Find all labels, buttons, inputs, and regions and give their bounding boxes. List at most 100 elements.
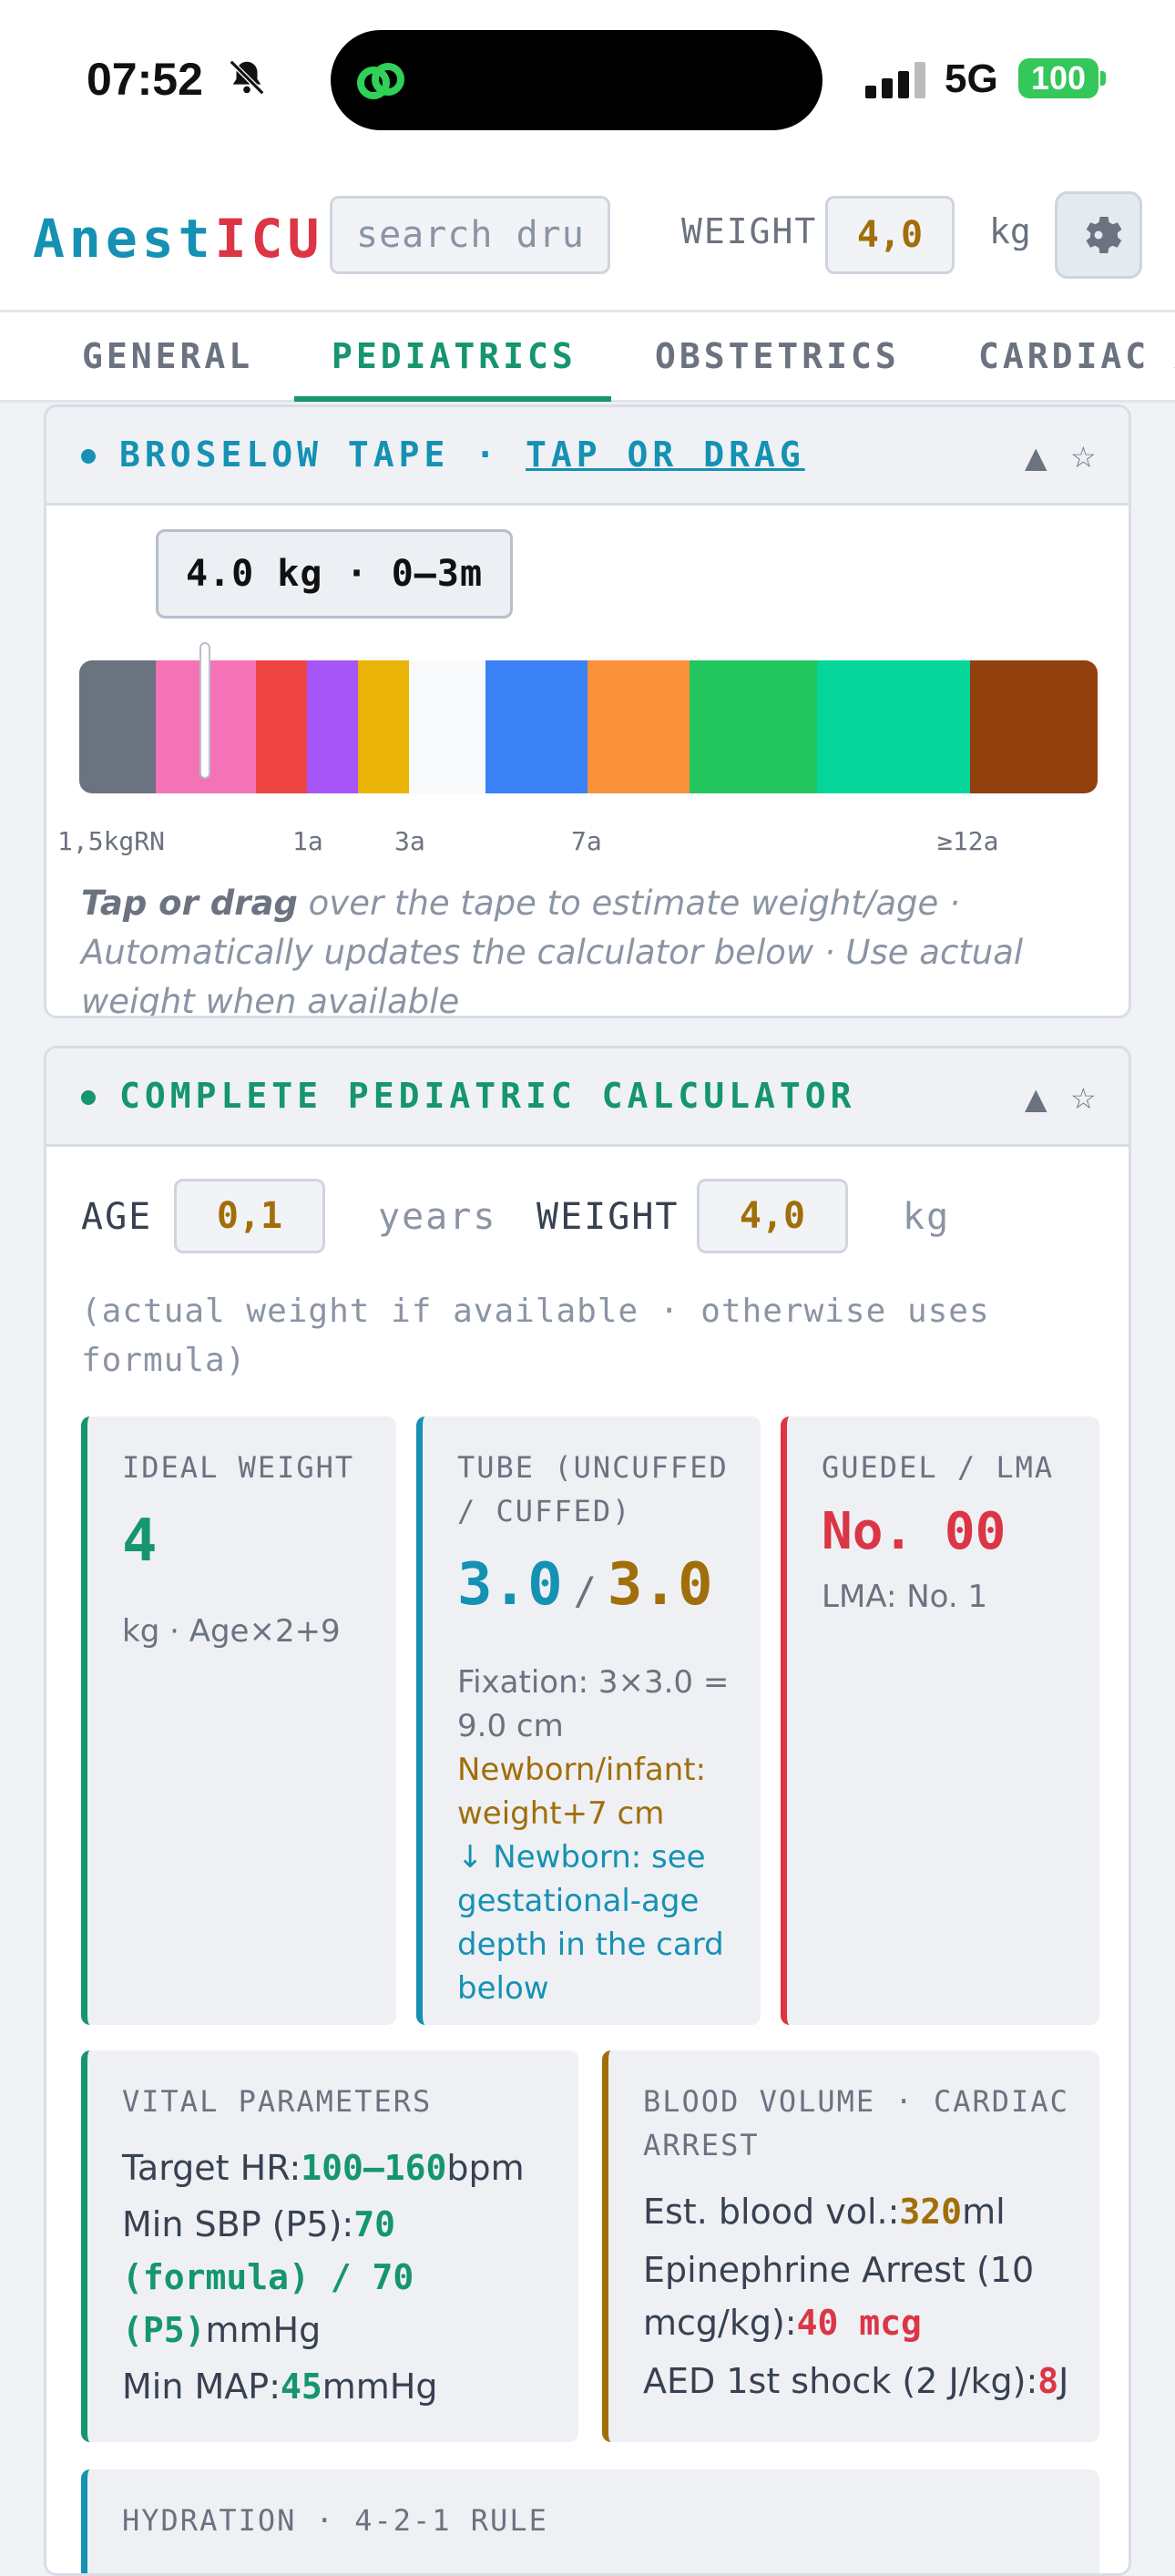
epi-value: 40 mcg (796, 2303, 922, 2343)
vital-parameters-box: VITAL PARAMETERS Target HR:100–160bpm Mi… (81, 2050, 578, 2442)
tab-pediatrics[interactable]: PEDIATRICS (332, 336, 577, 376)
gear-icon (1086, 216, 1122, 254)
tape-segment[interactable] (256, 660, 307, 793)
ebv-label: Est. blood vol.: (643, 2192, 900, 2232)
status-bar: 07:52 5G 100 (0, 0, 1175, 164)
tube-title-line-2: / CUFFED) (457, 1494, 632, 1528)
tape-segment[interactable] (817, 660, 970, 793)
tape-tick-rn: 1,5kgRN (57, 826, 166, 856)
blood-title-line-1: BLOOD VOLUME · CARDIAC (643, 2084, 1069, 2119)
tube-newborn-line-2: weight+7 cm (457, 1795, 665, 1832)
tube-see-line-1: ↓ Newborn: see (457, 1839, 706, 1876)
tape-position-marker[interactable] (199, 642, 211, 779)
sbp-unit: mmHg (205, 2310, 322, 2350)
calculator-card-header[interactable]: COMPLETE PEDIATRIC CALCULATOR ▲ ☆ (46, 1048, 1129, 1147)
signal-icon (865, 62, 925, 98)
category-tabs: GENERAL PEDIATRICS OBSTETRICS CARDIAC A (0, 310, 1175, 403)
hr-label: Target HR: (122, 2148, 301, 2188)
collapse-icon[interactable]: ▲ (1025, 440, 1047, 475)
tube-see-line-4: below (457, 1970, 549, 2007)
tube-title: TUBE (UNCUFFED / CUFFED) (457, 1446, 729, 1533)
map-unit: mmHg (322, 2366, 438, 2407)
sbp-value-2: (formula) / 70 (122, 2257, 414, 2297)
tube-newborn-rule: Newborn/infant: weight+7 cm (457, 1748, 706, 1835)
broselow-title-link[interactable]: TAP OR DRAG (526, 434, 805, 475)
collapse-icon[interactable]: ▲ (1025, 1081, 1047, 1116)
tape-segment[interactable] (588, 660, 690, 793)
battery-cap (1100, 71, 1106, 86)
blood-title-line-2: ARREST (643, 2128, 760, 2162)
tube-fixation-line-1: Fixation: 3×3.0 = (457, 1664, 730, 1701)
hydration-title: HYDRATION · 4-2-1 RULE (122, 2503, 548, 2538)
vitals-title: VITAL PARAMETERS (122, 2084, 433, 2119)
sbp-value-3: (P5) (122, 2310, 206, 2350)
tape-segment[interactable] (79, 660, 156, 793)
tube-cuffed: 3.0 (607, 1551, 713, 1619)
broselow-card-header[interactable]: BROSELOW TAPE · TAP OR DRAG ▲ ☆ (46, 407, 1129, 506)
guedel-box: GUEDEL / LMA No. 00 LMA: No. 1 (781, 1416, 1099, 2025)
sbp-label: Min SBP (P5): (122, 2204, 354, 2244)
ebv-value: 320 (899, 2192, 963, 2232)
calculator-title: COMPLETE PEDIATRIC CALCULATOR (119, 1076, 856, 1116)
tab-cardiac[interactable]: CARDIAC A (978, 336, 1175, 376)
dynamic-island (331, 30, 822, 130)
app-header: AnestICU search dru WEIGHT 4,0 kg (0, 164, 1175, 310)
tube-newborn-link[interactable]: ↓ Newborn: see gestational-age depth in th… (457, 1835, 724, 2010)
tape-segment[interactable] (690, 660, 817, 793)
age-input[interactable]: 0,1 (174, 1179, 325, 1253)
tape-tick-1a: 1a (292, 826, 323, 856)
hr-value: 100–160 (301, 2148, 447, 2188)
bell-muted-icon (229, 59, 265, 96)
tube-fixation-line-2: 9.0 cm (457, 1708, 564, 1744)
logo-part-icu: ICU (214, 208, 324, 270)
pediatric-calculator-card: COMPLETE PEDIATRIC CALCULATOR ▲ ☆ AGE 0,… (44, 1046, 1131, 2576)
star-icon[interactable]: ☆ (1070, 440, 1097, 475)
app-logo[interactable]: AnestICU (33, 208, 323, 270)
aed-unit: J (1058, 2361, 1069, 2401)
tape-segment[interactable] (358, 660, 409, 793)
tape-segment[interactable] (307, 660, 358, 793)
hydration-box: HYDRATION · 4-2-1 RULE (81, 2469, 1099, 2573)
tape-segment[interactable] (409, 660, 485, 793)
tab-general[interactable]: GENERAL (82, 336, 254, 376)
hint-bold: Tap or drag (81, 884, 298, 923)
active-tab-indicator (294, 396, 611, 402)
star-icon[interactable]: ☆ (1070, 1081, 1097, 1116)
tape-tick-3a: 3a (394, 826, 425, 856)
age-unit: years (378, 1196, 497, 1238)
weight-input[interactable]: 4,0 (697, 1179, 848, 1253)
epinephrine-dose: Epinephrine Arrest (10 mcg/kg):40 mcg (643, 2244, 1034, 2349)
guedel-title: GUEDEL / LMA (822, 1450, 1055, 1485)
broselow-title-text: BROSELOW TAPE · (119, 434, 526, 475)
guedel-value: No. 00 (822, 1502, 1006, 1561)
tube-uncuffed: 3.0 (457, 1551, 563, 1619)
min-sbp: Min SBP (P5):70 (formula) / 70 (P5)mmHg (122, 2198, 414, 2356)
age-label: AGE (81, 1196, 153, 1238)
tube-see-line-3: depth in the card (457, 1927, 724, 1963)
weight-label: WEIGHT (536, 1196, 679, 1238)
hr-unit: bpm (446, 2148, 525, 2188)
ideal-weight-value: 4 (122, 1508, 158, 1575)
header-weight-unit: kg (989, 211, 1031, 251)
tape-segment[interactable] (485, 660, 588, 793)
aed-label: AED 1st shock (2 J/kg): (643, 2361, 1038, 2401)
broselow-tape[interactable] (79, 660, 1098, 793)
battery-level: 100 (1018, 58, 1098, 98)
tape-tick-7a: 7a (571, 826, 602, 856)
tube-see-line-2: gestational-age (457, 1883, 700, 1919)
epi-label-2: mcg/kg): (643, 2303, 797, 2343)
aed-value: 8 (1037, 2361, 1059, 2401)
tube-box: TUBE (UNCUFFED / CUFFED) 3.0/3.0 Fixation… (416, 1416, 761, 2025)
tab-obstetrics[interactable]: OBSTETRICS (655, 336, 900, 376)
sbp-value-1: 70 (353, 2204, 396, 2244)
ideal-weight-formula: kg · Age×2+9 (122, 1613, 341, 1650)
settings-button[interactable] (1055, 191, 1142, 279)
header-weight-label: WEIGHT (681, 211, 818, 251)
broselow-card: BROSELOW TAPE · TAP OR DRAG ▲ ☆ 4.0 kg ·… (44, 404, 1131, 1018)
tape-segment[interactable] (970, 660, 1098, 793)
tape-tick-12a: ≥12a (937, 826, 999, 856)
weight-unit: kg (903, 1196, 951, 1238)
header-weight-input[interactable]: 4,0 (825, 196, 955, 274)
blood-volume-box: BLOOD VOLUME · CARDIAC ARREST Est. blood … (602, 2050, 1099, 2442)
drug-search-input[interactable]: search dru (330, 196, 610, 274)
